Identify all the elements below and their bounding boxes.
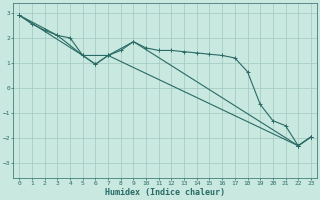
X-axis label: Humidex (Indice chaleur): Humidex (Indice chaleur) xyxy=(105,188,225,197)
